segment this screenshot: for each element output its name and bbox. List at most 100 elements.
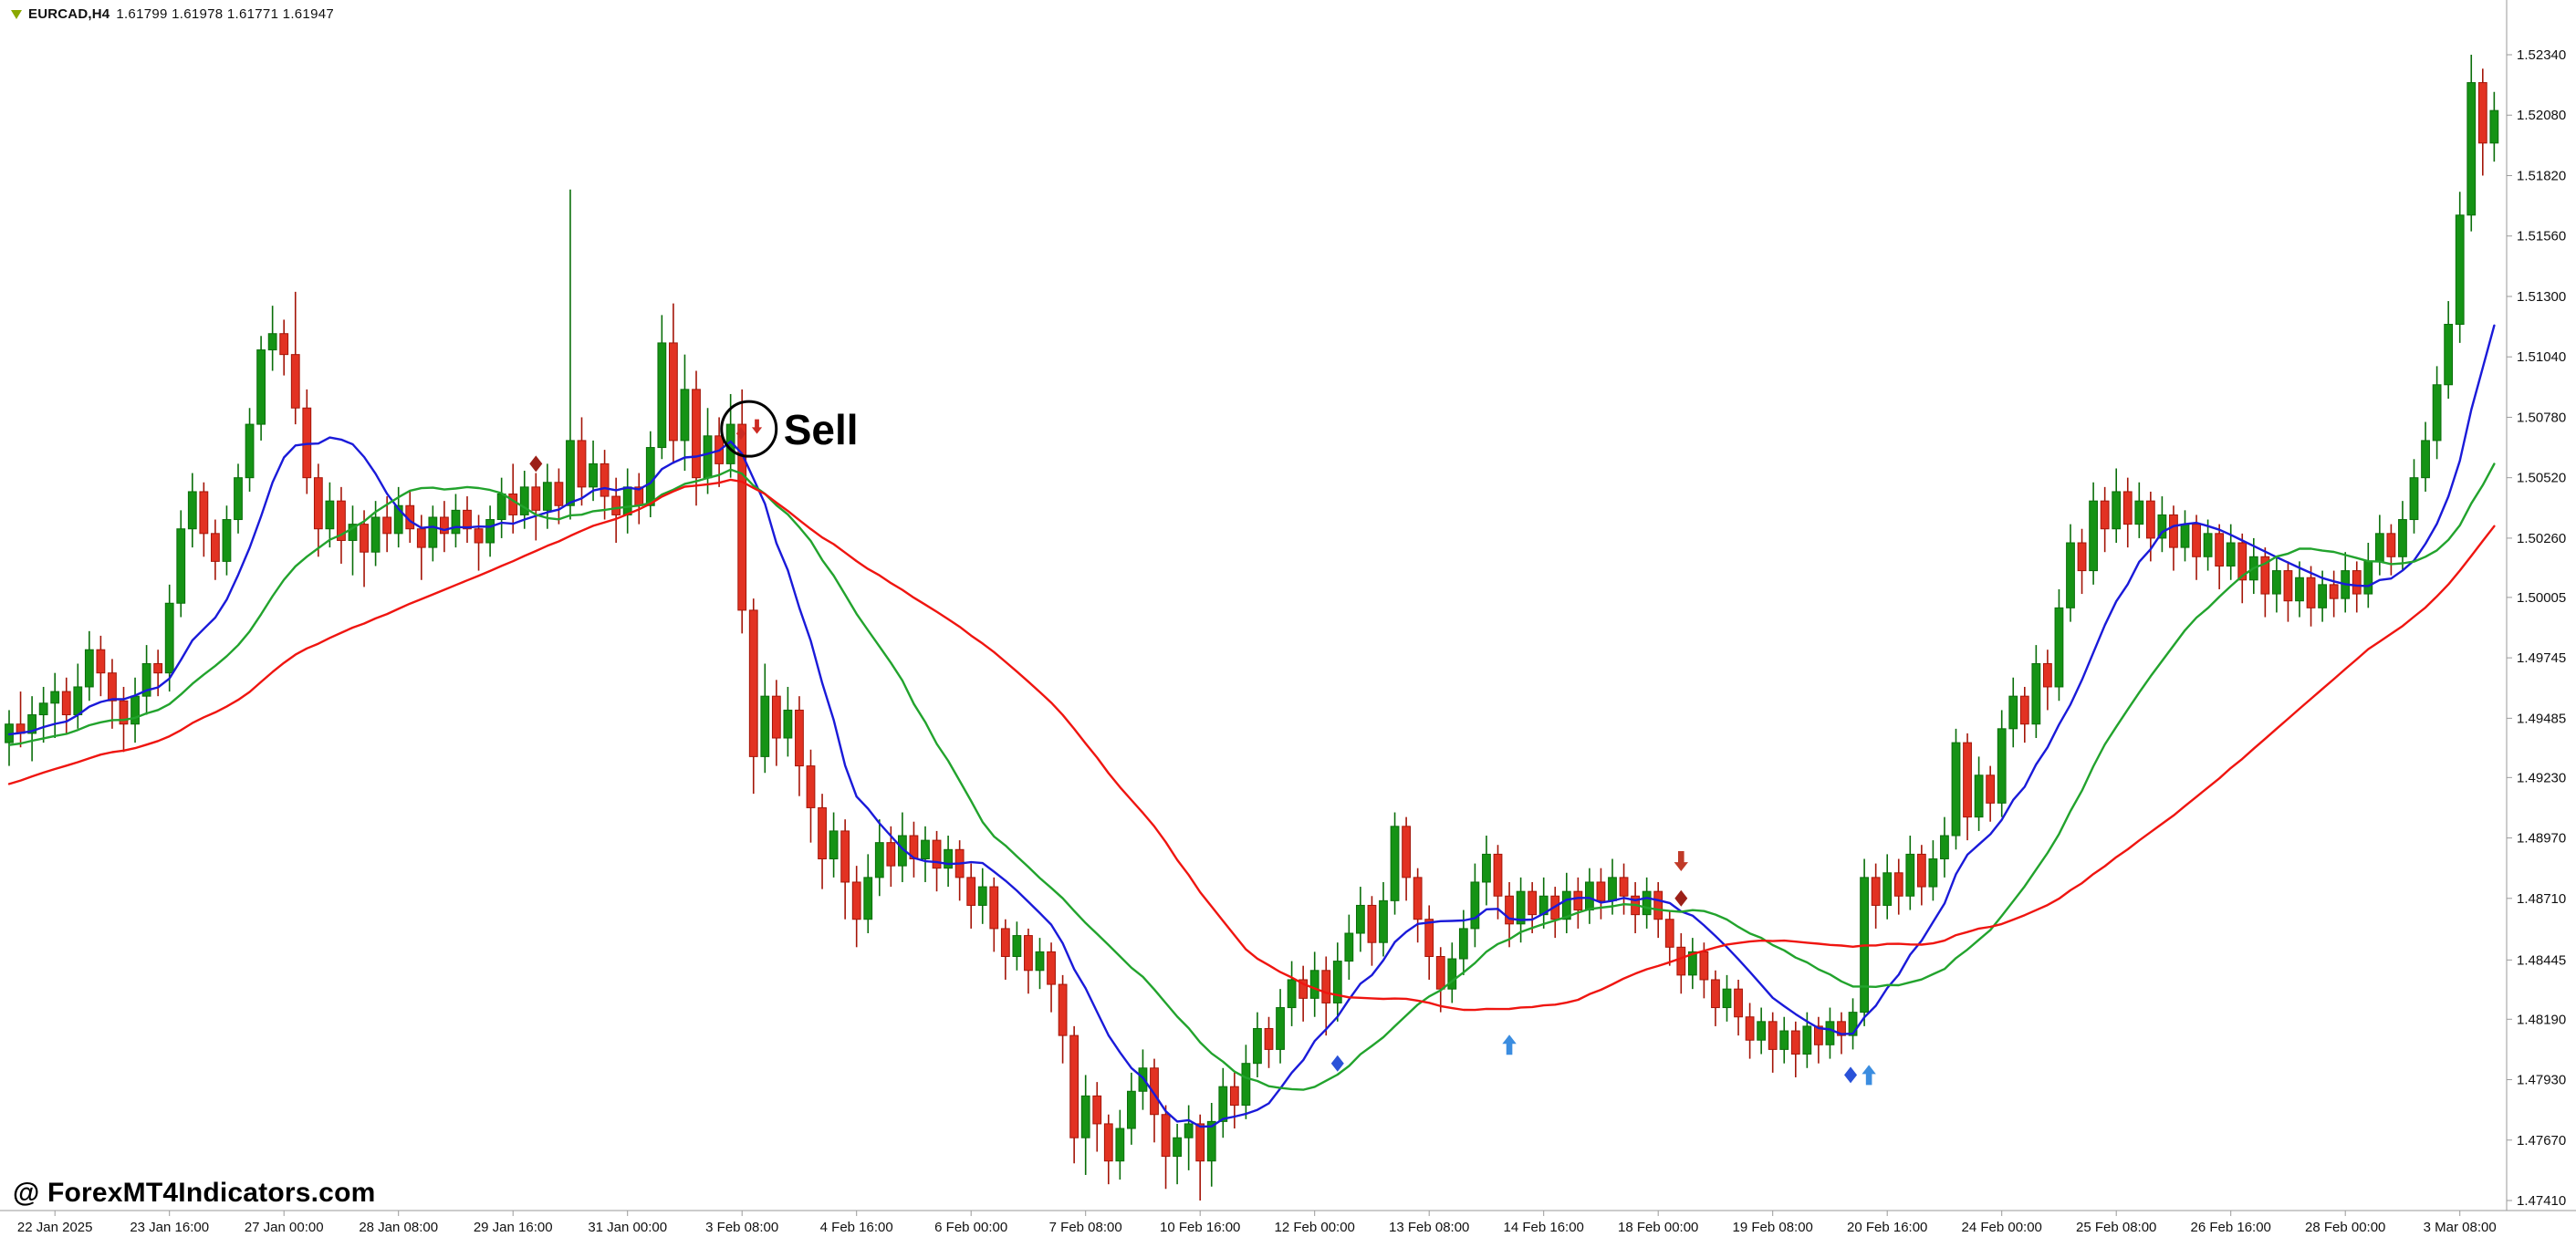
bear-candle <box>2283 570 2293 602</box>
bear-candle <box>2477 82 2487 144</box>
bull-candle <box>2112 491 2122 530</box>
bull-candle <box>2432 384 2442 442</box>
signals-layer <box>529 455 1876 1086</box>
bull-candle <box>451 509 461 535</box>
bear-candle <box>1413 877 1423 920</box>
bear-candle <box>463 509 472 530</box>
bull-candle <box>1173 1137 1182 1158</box>
bear-candle <box>1734 988 1743 1018</box>
bull-candle <box>1482 853 1491 883</box>
fast-ma-line <box>7 324 2496 1128</box>
price-axis-label: 1.50005 <box>2517 590 2566 606</box>
bull-candle <box>2226 542 2236 567</box>
bull-candle <box>783 709 793 739</box>
bull-candle <box>245 423 255 479</box>
price-axis-label: 1.50260 <box>2517 531 2566 546</box>
sell-annotation: Sell <box>720 400 859 458</box>
bear-candle <box>1664 919 1674 948</box>
bull-candle <box>187 491 197 530</box>
bear-candle <box>806 765 816 808</box>
bear-candle <box>1024 935 1033 972</box>
price-axis-label: 1.48710 <box>2517 891 2566 907</box>
bear-candle <box>119 700 129 725</box>
bull-candle <box>164 602 174 674</box>
bear-candle <box>440 516 449 535</box>
time-axis-label: 25 Feb 08:00 <box>2076 1220 2156 1235</box>
bull-candle <box>1848 1012 1858 1036</box>
bear-candle <box>1768 1021 1778 1050</box>
bear-candle <box>818 806 827 859</box>
bear-candle <box>1367 904 1377 943</box>
bear-candle <box>1264 1027 1274 1050</box>
bull-candle <box>863 877 873 920</box>
price-axis-label: 1.48445 <box>2517 952 2566 968</box>
time-axis-label: 3 Mar 08:00 <box>2424 1220 2497 1235</box>
bear-candle <box>1424 919 1434 957</box>
bull-candle <box>1561 890 1571 920</box>
time-axis-label: 24 Feb 00:00 <box>1961 1220 2041 1235</box>
bear-candle <box>554 482 564 506</box>
bull-candle <box>130 695 140 725</box>
bull-candle <box>84 649 94 688</box>
bull-candle <box>1997 728 2007 804</box>
bear-candle <box>360 524 369 553</box>
bull-candle <box>2008 695 2018 730</box>
bear-candle <box>1711 979 1720 1009</box>
bull-candle <box>1928 858 1938 888</box>
price-axis-label: 1.51560 <box>2517 229 2566 244</box>
bull-candle <box>1344 932 1354 962</box>
sell-label: Sell <box>784 406 859 453</box>
bear-candle <box>1493 853 1503 897</box>
price-axis-label: 1.51820 <box>2517 168 2566 183</box>
bull-candle <box>234 477 243 521</box>
bull-candle <box>1585 881 1594 911</box>
arrow-down-signal <box>1674 851 1688 872</box>
bull-candle <box>176 528 186 604</box>
bull-candle <box>2054 607 2064 688</box>
buy-diamond-signal <box>1844 1066 1858 1084</box>
bull-candle <box>38 702 48 716</box>
bear-candle <box>932 839 942 869</box>
bear-candle <box>1871 877 1881 906</box>
price-axis-label: 1.48190 <box>2517 1012 2566 1027</box>
bull-candle <box>2089 500 2098 572</box>
bear-candle <box>1916 853 1926 888</box>
buy-diamond-signal <box>1330 1055 1344 1072</box>
bull-candle <box>1608 877 1617 901</box>
bear-candle <box>1893 872 1903 897</box>
bull-candle <box>2489 109 2499 144</box>
bear-candle <box>1790 1030 1800 1055</box>
bull-candle <box>2363 560 2373 595</box>
bear-candle <box>669 342 678 442</box>
bull-candle <box>485 519 495 544</box>
bear-candle <box>1000 928 1010 957</box>
bear-candle <box>1745 1016 1755 1041</box>
bear-candle <box>989 886 999 930</box>
bull-candle <box>1687 951 1697 976</box>
bear-candle <box>211 533 220 562</box>
time-axis-label: 31 Jan 00:00 <box>588 1220 667 1235</box>
bull-candle <box>1287 979 1297 1009</box>
price-axis-label: 1.51040 <box>2517 349 2566 365</box>
bull-candle <box>370 516 381 553</box>
bull-candle <box>2203 533 2213 557</box>
bull-candle <box>256 349 266 425</box>
bull-candle <box>2134 500 2144 525</box>
time-axis-label: 4 Feb 16:00 <box>820 1220 893 1235</box>
time-axis-label: 18 Feb 00:00 <box>1618 1220 1698 1235</box>
bear-candle <box>2077 542 2087 572</box>
bear-candle <box>1986 774 1996 804</box>
bear-candle <box>1058 983 1068 1036</box>
arrow-up-signal <box>1502 1034 1517 1055</box>
bull-candle <box>2272 570 2281 595</box>
bull-candle <box>1757 1021 1767 1041</box>
chart-corner-icon <box>11 9 22 19</box>
bear-candle <box>531 486 541 511</box>
bull-candle <box>760 695 770 757</box>
bull-candle <box>1779 1030 1789 1050</box>
price-axis-label: 1.50520 <box>2517 471 2566 486</box>
symbol-timeframe-label: EURCAD,H4 <box>28 6 110 22</box>
bear-candle <box>1195 1123 1205 1162</box>
bull-candle <box>1802 1025 1812 1055</box>
